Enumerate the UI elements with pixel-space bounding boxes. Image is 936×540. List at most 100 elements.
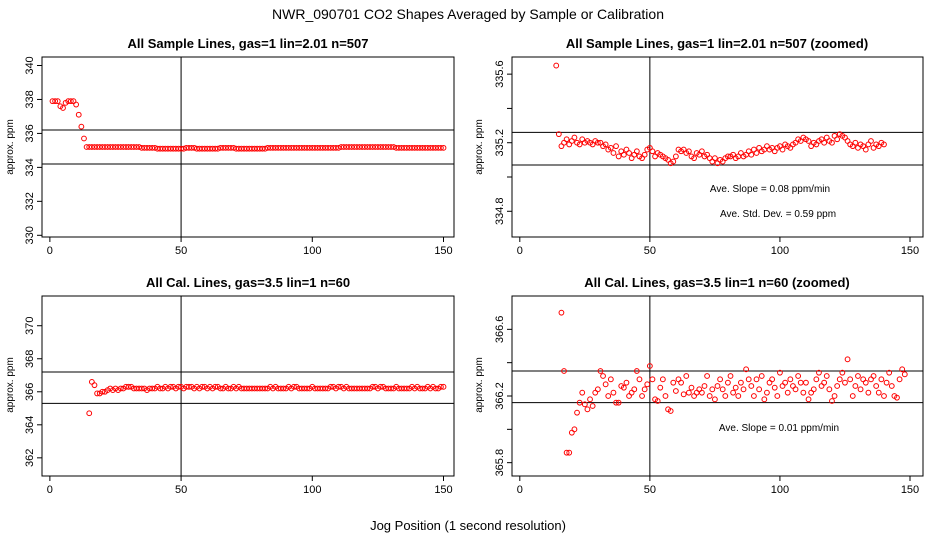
data-point: [610, 389, 617, 396]
data-point: [816, 369, 822, 376]
data-point: [688, 384, 695, 391]
data-point: [217, 385, 224, 392]
x-tick-label: 0: [517, 484, 523, 496]
x-tick-label: 50: [644, 484, 656, 496]
x-tick-label: 100: [771, 484, 789, 496]
data-point: [571, 426, 578, 433]
data-point: [735, 393, 742, 399]
data-point: [662, 393, 669, 399]
data-point: [615, 399, 622, 406]
data-point: [748, 151, 755, 158]
data-point: [555, 131, 562, 138]
data-point: [758, 373, 765, 379]
data-point: [745, 376, 752, 383]
data-point: [803, 379, 809, 386]
data-point: [839, 369, 846, 376]
data-point: [667, 408, 674, 414]
y-tick-label: 364: [24, 416, 36, 434]
data-point: [862, 379, 869, 386]
y-tick-label: 365.8: [494, 449, 506, 477]
data-point: [117, 385, 124, 392]
panel-title: All Sample Lines, gas=1 lin=2.01 n=507: [128, 36, 369, 51]
data-point: [829, 139, 835, 146]
data-point: [727, 373, 734, 379]
data-point: [54, 98, 61, 105]
y-tick-label: 366: [24, 383, 36, 401]
data-point: [584, 406, 591, 413]
data-point: [597, 368, 604, 374]
data-point: [670, 379, 677, 386]
plot-layer: 0 50 100 150 334.8 335.2 335.6: [494, 57, 923, 257]
data-point: [701, 383, 708, 389]
data-point: [784, 389, 791, 396]
y-tick-label: 368: [24, 350, 36, 368]
panel-title: All Cal. Lines, gas=3.5 lin=1 n=60: [146, 275, 350, 290]
data-point: [654, 398, 661, 404]
panel-cal: All Cal. Lines, gas=3.5 lin=1 n=60 appro…: [5, 275, 455, 496]
data-point: [725, 379, 731, 386]
data-point: [875, 389, 882, 396]
data-point: [823, 373, 830, 379]
data-point: [262, 145, 268, 152]
data-point: [199, 383, 205, 390]
data-point: [576, 141, 583, 148]
data-point: [607, 144, 614, 151]
data-point: [81, 135, 87, 142]
y-axis-label: approx. ppm: [474, 119, 485, 175]
data-point: [644, 381, 651, 388]
data-point: [390, 144, 397, 150]
data-point: [813, 376, 820, 383]
data-point: [810, 386, 817, 393]
data-point: [725, 153, 731, 160]
data-point: [566, 449, 573, 456]
data-point: [779, 146, 786, 153]
data-point: [178, 145, 184, 152]
data-point: [432, 385, 439, 392]
data-point: [78, 123, 85, 130]
main-title: NWR_090701 CO2 Shapes Averaged by Sample…: [272, 6, 664, 22]
data-point: [136, 144, 142, 150]
data-point: [633, 368, 640, 374]
data-point: [322, 385, 329, 392]
data-point: [592, 389, 599, 396]
data-point: [649, 376, 656, 383]
data-point: [602, 381, 609, 388]
data-point: [774, 393, 781, 399]
data-point: [440, 144, 447, 151]
y-axis-label: approx. ppm: [5, 119, 16, 175]
x-tick-label: 50: [175, 484, 187, 496]
data-point: [437, 383, 444, 390]
data-point: [553, 62, 560, 69]
data-point: [829, 398, 835, 404]
data-point: [883, 379, 890, 386]
data-point: [730, 389, 737, 396]
data-point: [304, 385, 310, 392]
data-point: [894, 394, 900, 401]
data-point: [623, 379, 630, 386]
data-point: [769, 376, 776, 383]
data-point: [779, 383, 786, 389]
data-point: [881, 141, 887, 148]
data-point: [94, 390, 101, 397]
data-point: [860, 376, 867, 383]
data-point: [86, 410, 93, 417]
data-point: [899, 366, 906, 373]
data-point: [576, 399, 583, 406]
data-point: [594, 139, 601, 146]
data-point: [719, 386, 726, 393]
y-tick-label: 334.8: [494, 198, 506, 226]
data-point: [579, 389, 586, 396]
data-point: [138, 385, 145, 392]
data-point: [722, 393, 729, 399]
data-point: [672, 388, 679, 394]
plot-layer: 0 50 100 150 330 332 334 336 338 340: [24, 56, 454, 257]
data-point: [125, 383, 132, 390]
data-point: [836, 376, 843, 383]
data-point: [639, 393, 645, 399]
data-point: [732, 384, 739, 391]
data-point: [714, 383, 721, 389]
data-point: [680, 391, 687, 398]
data-point: [896, 376, 903, 383]
data-point: [787, 376, 794, 383]
